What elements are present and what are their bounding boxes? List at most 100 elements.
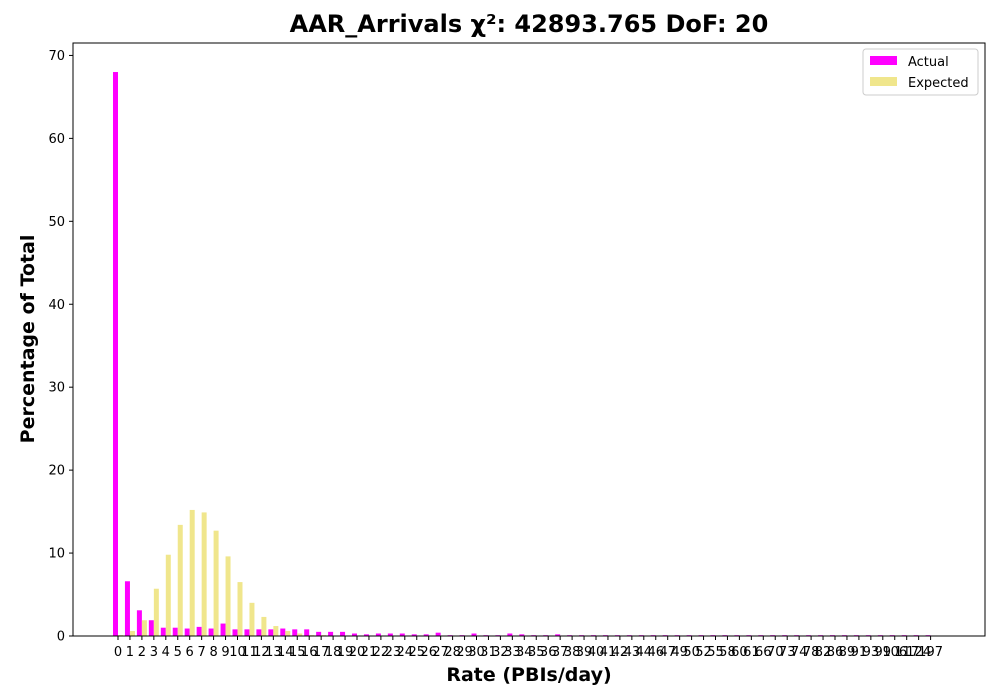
x-tick-label: 38 — [564, 645, 581, 660]
actual-bar — [411, 634, 417, 636]
x-tick-label: 61 — [743, 645, 760, 660]
x-tick-label: 35 — [528, 645, 545, 660]
actual-series-bars — [113, 72, 931, 637]
x-tick-label: 43 — [624, 645, 641, 660]
legend: Actual Expected — [862, 48, 979, 96]
actual-bar — [363, 634, 369, 636]
x-tick-label: 49 — [671, 645, 688, 660]
x-tick-label: 16 — [301, 645, 318, 660]
x-tick-label: 22 — [373, 645, 390, 660]
legend-label-actual: Actual — [908, 55, 949, 70]
x-tick-label: 46 — [647, 645, 664, 660]
expected-bar — [165, 554, 171, 636]
x-tick-label: 20 — [349, 645, 366, 660]
x-tick-label: 15 — [289, 645, 306, 660]
actual-bar — [256, 629, 262, 636]
expected-bar — [249, 602, 255, 636]
expected-bar — [141, 620, 147, 636]
actual-bar — [435, 632, 441, 636]
x-tick-label: 66 — [755, 645, 772, 660]
x-tick-label: 11 — [241, 645, 258, 660]
x-tick-label: 26 — [420, 645, 437, 660]
y-axis-ticks: 0 10 20 30 40 50 60 70 — [48, 49, 73, 645]
x-tick-label: 25 — [408, 645, 425, 660]
actual-bar — [184, 628, 190, 636]
actual-bar — [196, 626, 202, 636]
expected-bar — [201, 512, 207, 636]
x-tick-label: 10 — [229, 645, 246, 660]
x-tick-label: 32 — [492, 645, 509, 660]
x-tick-label: 21 — [361, 645, 378, 660]
x-tick-label: 82 — [815, 645, 832, 660]
expected-bar — [189, 509, 195, 636]
y-tick-label: 10 — [48, 547, 65, 562]
actual-bar — [507, 633, 513, 636]
x-tick-label: 19 — [337, 645, 354, 660]
expected-bar — [261, 616, 267, 636]
actual-bar — [304, 629, 310, 636]
x-tick-label: 42 — [612, 645, 629, 660]
y-tick-label: 40 — [48, 298, 65, 313]
legend-swatch-expected — [870, 77, 897, 86]
x-tick-label: 28 — [444, 645, 461, 660]
x-tick-label: 78 — [803, 645, 820, 660]
actual-bar — [328, 631, 334, 636]
x-tick-label: 89 — [839, 645, 856, 660]
x-tick-label: 50 — [683, 645, 700, 660]
actual-bar — [423, 634, 429, 636]
actual-bar — [340, 631, 346, 636]
x-tick-label: 2 — [138, 645, 146, 660]
x-tick-label: 124 — [906, 645, 931, 660]
actual-bar — [268, 629, 274, 636]
x-tick-label: 23 — [385, 645, 402, 660]
x-tick-label: 30 — [468, 645, 485, 660]
x-tick-label: 39 — [576, 645, 593, 660]
x-tick-label: 37 — [552, 645, 569, 660]
actual-bar — [352, 633, 357, 636]
expected-bar — [285, 631, 291, 636]
x-tick-label: 8 — [209, 645, 217, 660]
expected-bar — [297, 633, 303, 636]
expected-bar — [177, 524, 183, 636]
x-tick-label: 6 — [186, 645, 194, 660]
x-tick-label: 4 — [162, 645, 170, 660]
expected-bar — [153, 588, 159, 636]
expected-bar — [273, 626, 279, 636]
actual-bar — [399, 633, 405, 636]
x-tick-label: 86 — [827, 645, 844, 660]
x-axis-ticks: 0 1 2 3 4 5 6 7 8 9 101112131415161718192021222324… — [114, 636, 943, 660]
x-tick-label: 1 — [126, 645, 134, 660]
x-tick-label: 58 — [719, 645, 736, 660]
x-tick-label: 52 — [695, 645, 712, 660]
x-tick-label: 17 — [313, 645, 330, 660]
x-tick-label: 27 — [432, 645, 449, 660]
x-tick-label: 70 — [767, 645, 784, 660]
actual-bar — [375, 633, 381, 636]
x-tick-label: 91 — [851, 645, 868, 660]
x-axis-label: Rate (PBIs/day) — [446, 664, 611, 686]
x-tick-label: 55 — [707, 645, 724, 660]
y-tick-label: 0 — [57, 630, 65, 645]
legend-label-expected: Expected — [908, 76, 969, 91]
x-tick-label: 29 — [456, 645, 473, 660]
x-tick-label: 3 — [150, 645, 158, 660]
x-tick-label: 14 — [277, 645, 294, 660]
actual-bar — [387, 633, 393, 636]
actual-bar — [208, 628, 214, 636]
expected-bar — [213, 530, 219, 636]
x-tick-label: 197 — [918, 645, 943, 660]
y-axis-label: Percentage of Total — [17, 235, 39, 444]
actual-bar — [160, 627, 166, 636]
expected-bar — [225, 556, 231, 636]
actual-bar — [113, 72, 118, 637]
actual-bar — [136, 610, 142, 636]
x-tick-label: 7 — [198, 645, 206, 660]
actual-bar — [232, 629, 238, 636]
plot-frame — [72, 42, 986, 637]
actual-bar — [148, 620, 154, 636]
expected-bar — [237, 582, 243, 636]
expected-series-bars — [118, 509, 327, 636]
actual-bar — [244, 629, 250, 636]
